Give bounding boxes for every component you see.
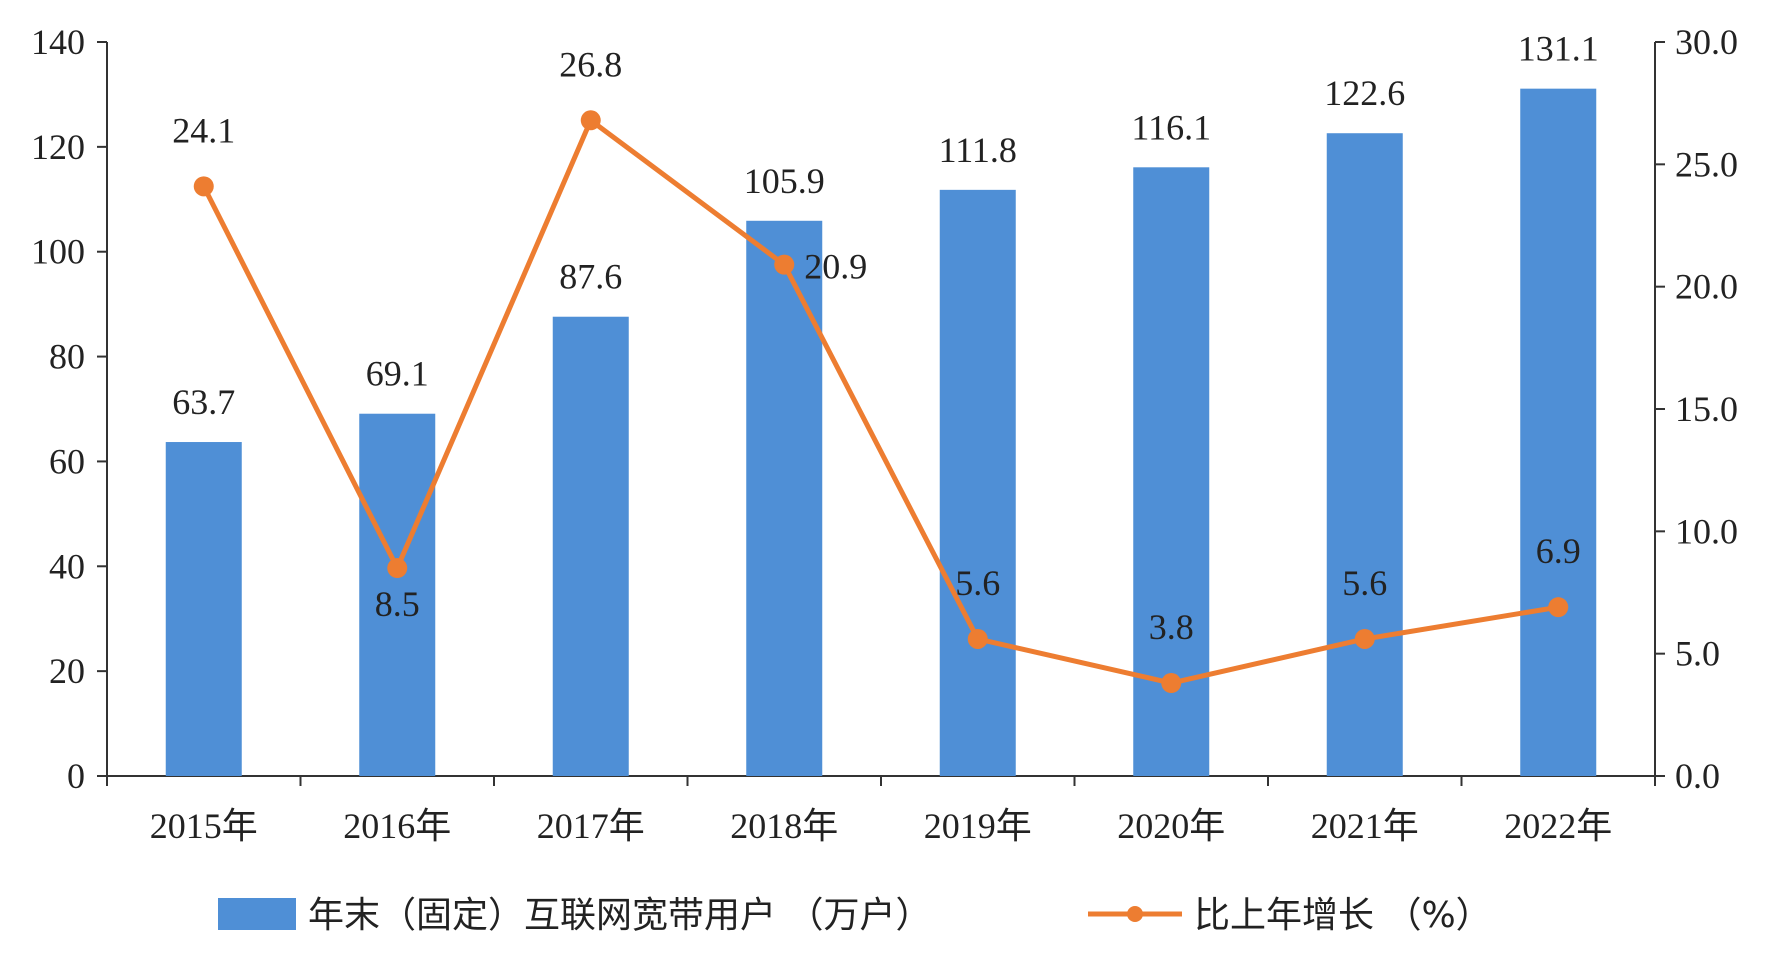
y-left-tick-label: 80 [49,337,85,377]
line-data-label: 6.9 [1536,531,1581,571]
growth-point [1354,628,1375,649]
y-left-tick-label: 140 [31,22,85,62]
labels-group: 63.7 69.1 87.6 105.9 111.8 116.1 122.6 131.1 24.… [172,29,1599,647]
bar-data-label: 105.9 [744,161,825,201]
y-right-tick-label: 10.0 [1675,511,1738,551]
y-right-tick-label: 15.0 [1675,389,1738,429]
growth-point [774,254,795,275]
x-tick-label: 2015年 [150,806,258,846]
bar [359,413,436,776]
y-left-tick-label: 100 [31,232,85,272]
bar-data-label: 87.6 [559,257,622,297]
y-left-tick-label: 120 [31,127,85,167]
legend: 年末（固定）互联网宽带用户 （万户） 比上年增长 （%） [218,895,1492,936]
bar-data-label: 131.1 [1518,29,1599,69]
line-data-label: 8.5 [375,584,420,624]
y-left-tick-label: 0 [67,756,85,796]
x-tick-label: 2018年 [730,806,838,846]
growth-line [201,117,1559,686]
growth-point [387,558,408,579]
y-left-tick-label: 40 [49,546,85,586]
growth-point [580,110,601,131]
line-group [193,110,1569,694]
y-left-tick-label: 60 [49,441,85,481]
growth-point [193,176,214,197]
bars-group [165,88,1597,776]
bar-data-label: 69.1 [366,354,429,394]
x-tick-label: 2017年 [537,806,645,846]
x-tick-label: 2019年 [924,806,1032,846]
y-right-tick-label: 20.0 [1675,267,1738,307]
bar [1520,88,1597,776]
x-tick-label: 2021年 [1311,806,1419,846]
bar [746,220,823,776]
bar [552,316,629,776]
growth-point [1548,597,1569,618]
x-tick-label: 2020年 [1117,806,1225,846]
y-right-tick-label: 5.0 [1675,634,1720,674]
axes-group: 0 20 40 60 80 100 120 140 0.0 5.0 10.0 15.0 20.0 25.0… [31,22,1738,846]
line-data-label: 3.8 [1149,607,1194,647]
x-tick-label: 2016年 [343,806,451,846]
y-right-tick-label: 25.0 [1675,144,1738,184]
y-right-tick-label: 0.0 [1675,756,1720,796]
bar-data-label: 116.1 [1131,107,1211,147]
line-data-label: 20.9 [804,247,867,287]
legend-swatch-marker [1127,906,1143,922]
legend-swatch-bar [218,898,296,930]
legend-label-line: 比上年增长 （%） [1194,895,1492,936]
growth-point [967,628,988,649]
bar [939,189,1016,776]
y-right-tick-label: 30.0 [1675,22,1738,62]
x-tick-label: 2022年 [1504,806,1612,846]
line-data-label: 5.6 [1342,563,1387,603]
line-data-label: 26.8 [559,44,622,84]
bar-data-label: 122.6 [1324,73,1405,113]
legend-label-bar: 年末（固定）互联网宽带用户 （万户） [308,895,931,936]
growth-point [1161,673,1182,694]
bar-data-label: 63.7 [172,382,235,422]
y-left-tick-label: 20 [49,651,85,691]
bar [1326,133,1403,776]
bar [165,442,242,776]
line-data-label: 24.1 [172,110,235,150]
line-data-label: 5.6 [955,563,1000,603]
bar-data-label: 111.8 [939,130,1017,170]
